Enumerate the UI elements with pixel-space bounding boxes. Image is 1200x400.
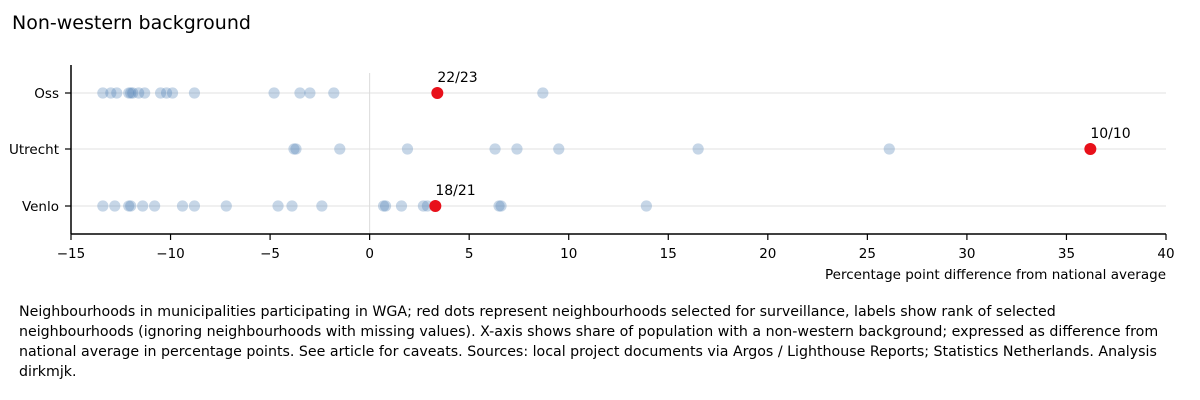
neighbourhood-dot xyxy=(511,143,523,155)
x-tick-label: 0 xyxy=(365,246,374,262)
neighbourhood-dots xyxy=(97,87,895,212)
selected-dots: 22/23 10/10 18/21 xyxy=(429,70,1131,212)
neighbourhood-dot xyxy=(97,200,109,212)
chart-caption: Neighbourhoods in municipalities partici… xyxy=(19,304,1159,380)
neighbourhood-dot xyxy=(166,87,179,99)
neighbourhood-dot xyxy=(495,200,507,212)
neighbourhood-dot xyxy=(109,200,121,212)
chart-title: Non-western background xyxy=(12,12,251,34)
neighbourhood-dot xyxy=(328,87,340,99)
x-tick-label: 20 xyxy=(759,246,776,262)
neighbourhood-dot xyxy=(111,87,123,99)
neighbourhood-dot xyxy=(417,200,429,212)
neighbourhood-dot xyxy=(123,87,135,99)
neighbourhood-dot xyxy=(395,200,408,212)
neighbourhood-dot xyxy=(220,200,232,212)
x-tick-label: 35 xyxy=(1058,246,1075,262)
neighbourhood-dot xyxy=(537,87,549,99)
neighbourhood-dot xyxy=(123,200,135,212)
selected-dot xyxy=(431,87,444,99)
neighbourhood-dot xyxy=(334,143,346,155)
neighbourhood-dot xyxy=(692,143,704,155)
neighbourhood-dot xyxy=(272,200,284,212)
neighbourhood-dot xyxy=(377,200,390,212)
dot-plot: Oss Utrecht Venlo −15 −10 −5 0 5 10 15 20 25 30 35 40 P… xyxy=(9,65,1175,283)
neighbourhood-dot xyxy=(149,200,161,212)
selected-dot xyxy=(429,200,442,212)
x-tick-label: 25 xyxy=(859,246,876,262)
neighbourhood-dot xyxy=(139,87,151,99)
selected-rank-label: 10/10 xyxy=(1090,126,1130,142)
neighbourhood-dot xyxy=(105,87,117,99)
neighbourhood-dot xyxy=(137,200,149,212)
neighbourhood-dot xyxy=(290,143,302,155)
neighbourhood-dot xyxy=(640,200,652,212)
x-tick-label: −10 xyxy=(156,246,185,262)
neighbourhood-dot xyxy=(286,200,298,212)
neighbourhood-dot xyxy=(125,200,137,212)
neighbourhood-dot xyxy=(883,143,895,155)
neighbourhood-dot xyxy=(154,87,167,99)
neighbourhood-dot xyxy=(304,87,316,99)
x-tick-label: 30 xyxy=(958,246,975,262)
selected-rank-label: 22/23 xyxy=(437,70,477,86)
x-tick-label: 40 xyxy=(1157,246,1174,262)
neighbourhood-dot xyxy=(268,87,280,99)
neighbourhood-dot xyxy=(97,87,109,99)
x-axis-title: Percentage point difference from nationa… xyxy=(825,267,1166,283)
x-tick-label: 15 xyxy=(660,246,677,262)
neighbourhood-dot xyxy=(188,87,201,99)
x-tick-label: −5 xyxy=(260,246,280,262)
selected-dot xyxy=(1084,143,1097,155)
x-tick-label: 10 xyxy=(560,246,577,262)
neighbourhood-dot xyxy=(489,143,501,155)
x-tick-label: 5 xyxy=(465,246,474,262)
category-label: Oss xyxy=(34,86,59,102)
neighbourhood-dot xyxy=(379,200,392,212)
neighbourhood-dot xyxy=(316,200,328,212)
neighbourhood-dot xyxy=(160,87,173,99)
neighbourhood-dot xyxy=(288,143,300,155)
neighbourhood-dot xyxy=(553,143,565,155)
axes: Oss Utrecht Venlo −15 −10 −5 0 5 10 15 20 25 30 35 40 P… xyxy=(9,65,1175,283)
selected-rank-label: 18/21 xyxy=(435,183,475,199)
neighbourhood-dot xyxy=(401,143,414,155)
category-label: Venlo xyxy=(22,199,59,215)
neighbourhood-dot xyxy=(294,87,306,99)
gridlines xyxy=(71,73,1166,234)
neighbourhood-dot xyxy=(125,87,137,99)
category-label: Utrecht xyxy=(9,142,59,158)
neighbourhood-dot xyxy=(127,87,139,99)
neighbourhood-dot xyxy=(176,200,189,212)
neighbourhood-dot xyxy=(493,200,505,212)
neighbourhood-dot xyxy=(133,87,145,99)
neighbourhood-dot xyxy=(188,200,201,212)
x-tick-label: −15 xyxy=(57,246,86,262)
